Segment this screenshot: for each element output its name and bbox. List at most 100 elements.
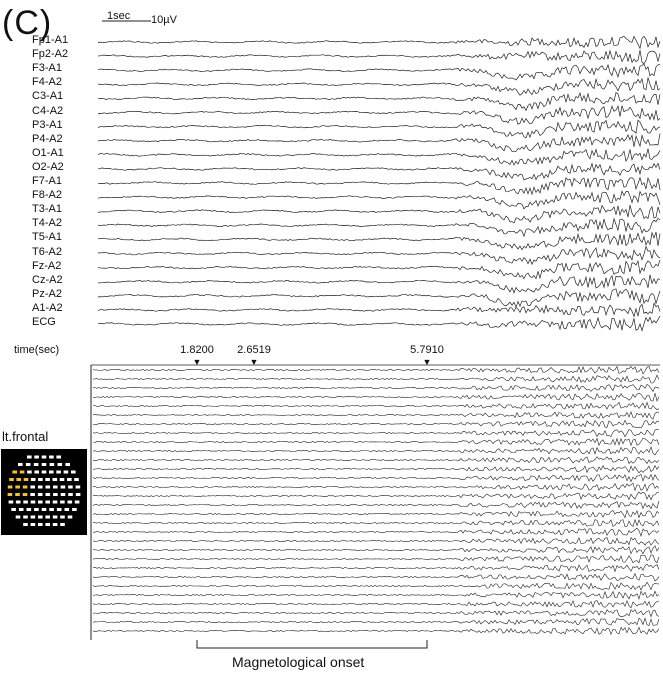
meg-trace (92, 563, 660, 573)
eeg-trace (97, 259, 661, 280)
eeg-channel-label: F4-A2 (32, 76, 62, 89)
eeg-channel-label: F7-A1 (32, 175, 62, 187)
meg-sensor (41, 470, 47, 474)
meg-sensor (60, 523, 65, 526)
meg-sensor (49, 455, 54, 459)
eeg-channel-label: A1-A2 (32, 301, 63, 314)
meg-sensor (68, 485, 73, 489)
meg-sensor (15, 500, 21, 504)
meg-trace (92, 392, 660, 402)
eeg-trace (97, 133, 661, 152)
meg-sensor (56, 508, 62, 511)
panel-label: (C) (2, 4, 53, 42)
meg-trace (92, 419, 660, 429)
meg-trace (92, 383, 660, 393)
meg-sensor (23, 523, 28, 526)
meg-trace (92, 518, 660, 528)
eeg-trace (97, 91, 661, 112)
meg-sensor (30, 493, 35, 496)
eeg-traces (97, 35, 661, 332)
eeg-channel-label: Fz-A2 (32, 259, 62, 272)
meg-trace (92, 599, 660, 609)
voltage-scale-label: 10µV (151, 14, 177, 26)
meg-sensor (22, 485, 28, 489)
meg-sensor (26, 508, 32, 511)
meg-sensor (59, 478, 65, 481)
eeg-channel-label: P4-A2 (32, 132, 63, 145)
eeg-trace (97, 77, 661, 96)
eeg-channel-label: Pz-A2 (32, 287, 62, 300)
meg-trace (92, 464, 660, 474)
eeg-channel-label: F8-A2 (32, 189, 62, 202)
meg-sensor (53, 485, 58, 489)
meg-sensor (30, 523, 36, 526)
meg-sensor (34, 455, 39, 459)
meg-sensor (30, 478, 36, 481)
meg-sensor (41, 463, 47, 466)
meg-sensor (57, 463, 63, 466)
meg-sensor (34, 508, 39, 511)
eeg-channel-label: Cz-A2 (32, 273, 63, 286)
onset-bracket (196, 640, 428, 649)
meg-sensor (7, 485, 13, 489)
eeg-trace (97, 49, 661, 65)
time-marker-triangle: ▼ (422, 357, 432, 367)
meg-trace (92, 456, 660, 465)
meg-trace (92, 617, 660, 627)
eeg-channel-label: Fp2-A2 (32, 48, 69, 61)
meg-trace (92, 374, 660, 384)
time-marker-label: 2.6519 (237, 344, 271, 356)
meg-sensor (60, 500, 65, 504)
meg-sensor (8, 500, 14, 504)
meg-sensor (22, 493, 28, 496)
meg-sensor (52, 500, 58, 504)
eeg-channel-label: Fp1-A1 (32, 34, 69, 46)
meg-trace (92, 554, 660, 564)
meg-sensor (15, 485, 20, 489)
meg-sensor (67, 515, 73, 519)
eeg-channel-label: C3-A1 (32, 90, 64, 103)
meg-sensor (52, 515, 58, 519)
time-axis-label: time(sec) (14, 344, 60, 356)
sensor-map-graphic (7, 455, 81, 526)
meg-sensor (52, 523, 58, 526)
meg-sensor (41, 455, 47, 459)
meg-sensor (18, 463, 23, 466)
time-marker-triangle: ▼ (192, 357, 202, 367)
meg-traces (90, 364, 660, 640)
meg-trace (92, 491, 660, 501)
meg-sensor (67, 478, 72, 481)
meg-trace (92, 527, 660, 537)
meg-sensor (27, 470, 32, 474)
meg-sensor (45, 515, 50, 519)
meg-sensor (15, 493, 20, 496)
meg-sensor (30, 485, 35, 489)
meg-sensor (30, 515, 36, 519)
meg-trace (92, 437, 660, 447)
meg-sensor (18, 508, 24, 511)
meg-sensor (49, 470, 54, 474)
eeg-trace (97, 148, 661, 166)
meg-trace (92, 473, 660, 483)
time-marker-label: 5.7910 (410, 344, 444, 356)
meg-trace (92, 509, 660, 519)
eeg-trace (98, 245, 661, 266)
meg-sensor (7, 493, 13, 496)
eeg-channel-label: O1-A1 (32, 146, 64, 159)
meg-sensor (37, 493, 43, 496)
magnetological-onset-label: Magnetological onset (232, 654, 365, 670)
meg-sensor (38, 515, 43, 519)
meg-trace (92, 536, 660, 546)
meg-sensor (34, 470, 39, 474)
meg-sensor (11, 508, 16, 511)
meg-sensor (27, 455, 32, 459)
meg-sensor (68, 493, 73, 496)
meg-sensor (52, 478, 58, 481)
eeg-trace (97, 231, 661, 251)
meg-trace (92, 401, 660, 410)
meg-sensor (71, 470, 76, 474)
meg-sensor (38, 523, 43, 526)
eeg-trace (97, 302, 661, 318)
meg-sensor (45, 523, 50, 526)
